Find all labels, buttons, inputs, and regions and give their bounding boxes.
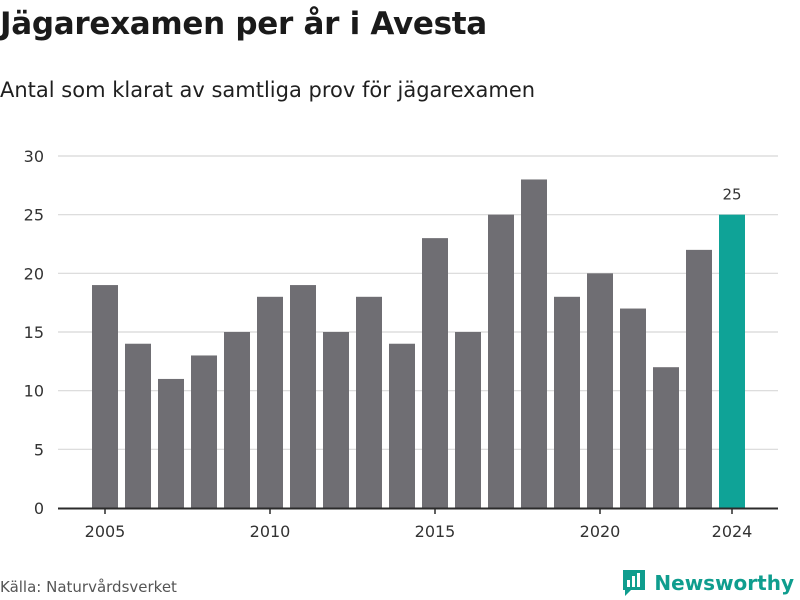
newsworthy-logo-icon	[623, 570, 646, 596]
data-label: 25	[722, 186, 741, 204]
chart-title: Jägarexamen per år i Avesta	[0, 6, 487, 42]
data-labels: 25	[722, 186, 741, 204]
y-tick-label: 20	[24, 264, 44, 283]
bar-2009	[224, 332, 250, 508]
bar-2006	[125, 343, 151, 508]
x-axis-ticks: 2005 2010 2015 2020 2024	[58, 507, 778, 541]
y-tick-label: 15	[24, 323, 44, 342]
bar-2016	[455, 332, 481, 508]
bar-2015	[422, 238, 448, 508]
chart-subtitle: Antal som klarat av samtliga prov för jä…	[0, 78, 536, 102]
bar-2019	[554, 296, 580, 508]
bar-2023	[686, 249, 712, 508]
bar-2021	[620, 308, 646, 508]
y-tick-label: 0	[34, 499, 44, 518]
bar-2014	[389, 343, 415, 508]
x-tick-label: 2010	[250, 522, 291, 541]
bar-2010	[257, 296, 283, 508]
bar-2005	[92, 285, 118, 508]
source-note: Källa: Naturvårdsverket	[0, 578, 177, 596]
bar-2008	[191, 355, 217, 508]
x-tick-label: 2020	[580, 522, 621, 541]
bar-2007	[158, 378, 184, 508]
bar-2017	[488, 214, 514, 508]
y-tick-label: 5	[34, 440, 44, 459]
brand-logo: Newsworthy	[621, 568, 794, 598]
x-tick-label: 2015	[415, 522, 456, 541]
y-tick-label: 30	[24, 147, 44, 166]
x-tick-label: 2024	[712, 522, 753, 541]
bar-2022	[653, 367, 679, 508]
y-axis-ticks: 0 5 10 15 20 25 30	[24, 147, 44, 518]
y-tick-label: 25	[24, 206, 44, 225]
bar-2018	[521, 179, 547, 508]
y-tick-label: 10	[24, 382, 44, 401]
brand-name: Newsworthy	[654, 571, 794, 595]
bar-2020	[587, 273, 613, 508]
bar-2011	[290, 285, 316, 508]
bar-2024	[719, 214, 745, 508]
x-tick-label: 2005	[85, 522, 126, 541]
bars	[92, 179, 745, 508]
bar-2012	[323, 332, 349, 508]
bar-2013	[356, 296, 382, 508]
